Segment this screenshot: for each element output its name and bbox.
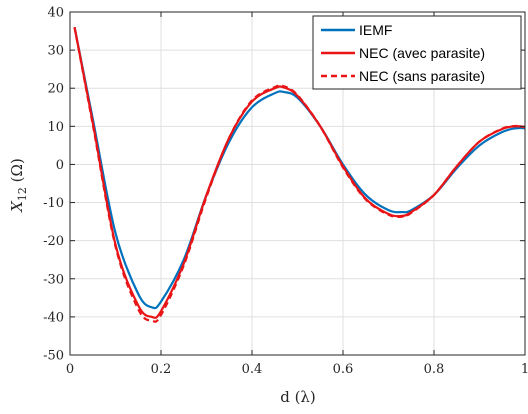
y-axis-label-unit: (Ω): [8, 158, 26, 187]
x-tick-label: 0.6: [333, 362, 354, 377]
x-tick-label: 0: [66, 362, 74, 377]
y-tick-label: -40: [43, 310, 64, 325]
plot-frame: [69, 11, 526, 356]
legend-label-nec-avec: NEC (avec parasite): [359, 45, 485, 61]
x-axis-label: d (λ): [280, 388, 316, 406]
axis-ticks: 0 0.2 0.4 0.6 0.8 1 40 30 20 10 0 -10 -20 -30 -40 -50: [43, 6, 528, 378]
y-axis-label-subscript: 12: [16, 187, 29, 201]
series-layer: [73, 27, 526, 323]
series-line-nec-sans-parasite: [73, 27, 526, 323]
y-tick-label: 40: [47, 6, 64, 21]
series-line-iemf: [73, 27, 526, 310]
y-axis-label-symbol: X: [8, 200, 26, 213]
y-tick-label: -30: [43, 272, 64, 287]
y-tick-label: -50: [43, 349, 64, 364]
y-tick-label: 0: [56, 158, 64, 173]
y-tick-label: 10: [47, 120, 64, 135]
x-tick-label: 1: [521, 362, 528, 377]
legend-label-nec-sans: NEC (sans parasite): [359, 68, 485, 84]
y-tick-label: -20: [43, 234, 64, 249]
x-tick-label: 0.4: [242, 362, 263, 377]
legend: IEMF NEC (avec parasite) NEC (sans paras…: [312, 15, 522, 90]
x-tick-label: 0.2: [151, 362, 172, 377]
y-axis-label: X12 (Ω): [8, 158, 29, 213]
y-tick-label: 30: [47, 44, 64, 59]
x-tick-label: 0.8: [424, 362, 445, 377]
y-tick-label: 20: [47, 82, 64, 97]
y-tick-label: -10: [43, 196, 64, 211]
legend-label-iemf: IEMF: [359, 22, 392, 38]
